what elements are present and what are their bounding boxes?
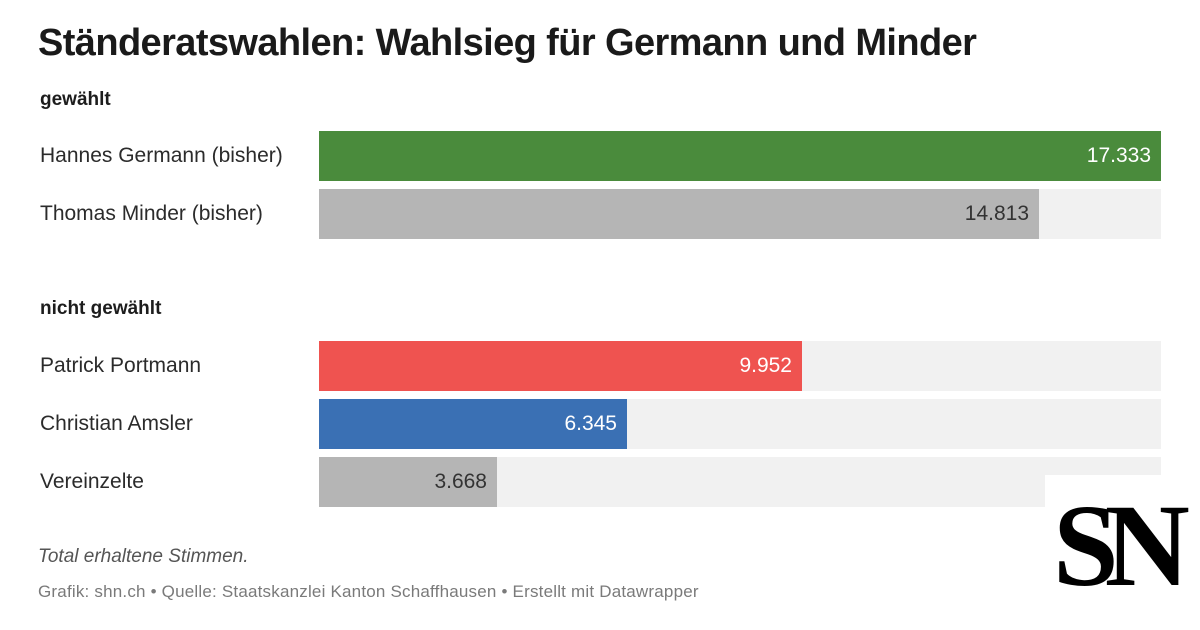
bar-label: Christian Amsler <box>40 412 193 435</box>
bar-value-label: 6.345 <box>564 412 617 435</box>
bar-track: 9.952 <box>319 341 1161 391</box>
bar <box>319 131 1161 181</box>
bar <box>319 189 1039 239</box>
group-label: nicht gewählt <box>40 298 162 319</box>
group-label: gewählt <box>40 89 111 110</box>
bar-value-label: 9.952 <box>739 354 792 377</box>
chart-footer: Grafik: shn.ch • Quelle: Staatskanzlei K… <box>38 582 699 601</box>
bar-value-label: 3.668 <box>434 470 487 493</box>
sn-logo: SN <box>1045 475 1200 630</box>
chart-note: Total erhaltene Stimmen. <box>38 546 249 567</box>
bar-track: 14.813 <box>319 189 1161 239</box>
bar-label: Vereinzelte <box>40 470 144 493</box>
bar <box>319 341 802 391</box>
bar-track: 6.345 <box>319 399 1161 449</box>
bar-label: Patrick Portmann <box>40 354 202 377</box>
bar-track: 3.668 <box>319 457 1161 507</box>
bar-label: Hannes Germann (bisher) <box>40 144 283 167</box>
bar-label: Thomas Minder (bisher) <box>40 202 263 225</box>
bar <box>319 457 497 507</box>
chart-title: Ständeratswahlen: Wahlsieg für Germann u… <box>38 22 977 64</box>
bar <box>319 399 627 449</box>
bar-value-label: 14.813 <box>964 202 1029 225</box>
sn-logo-text: SN <box>1053 480 1190 611</box>
bar-value-label: 17.333 <box>1086 144 1151 167</box>
bar-track: 17.333 <box>319 131 1161 181</box>
